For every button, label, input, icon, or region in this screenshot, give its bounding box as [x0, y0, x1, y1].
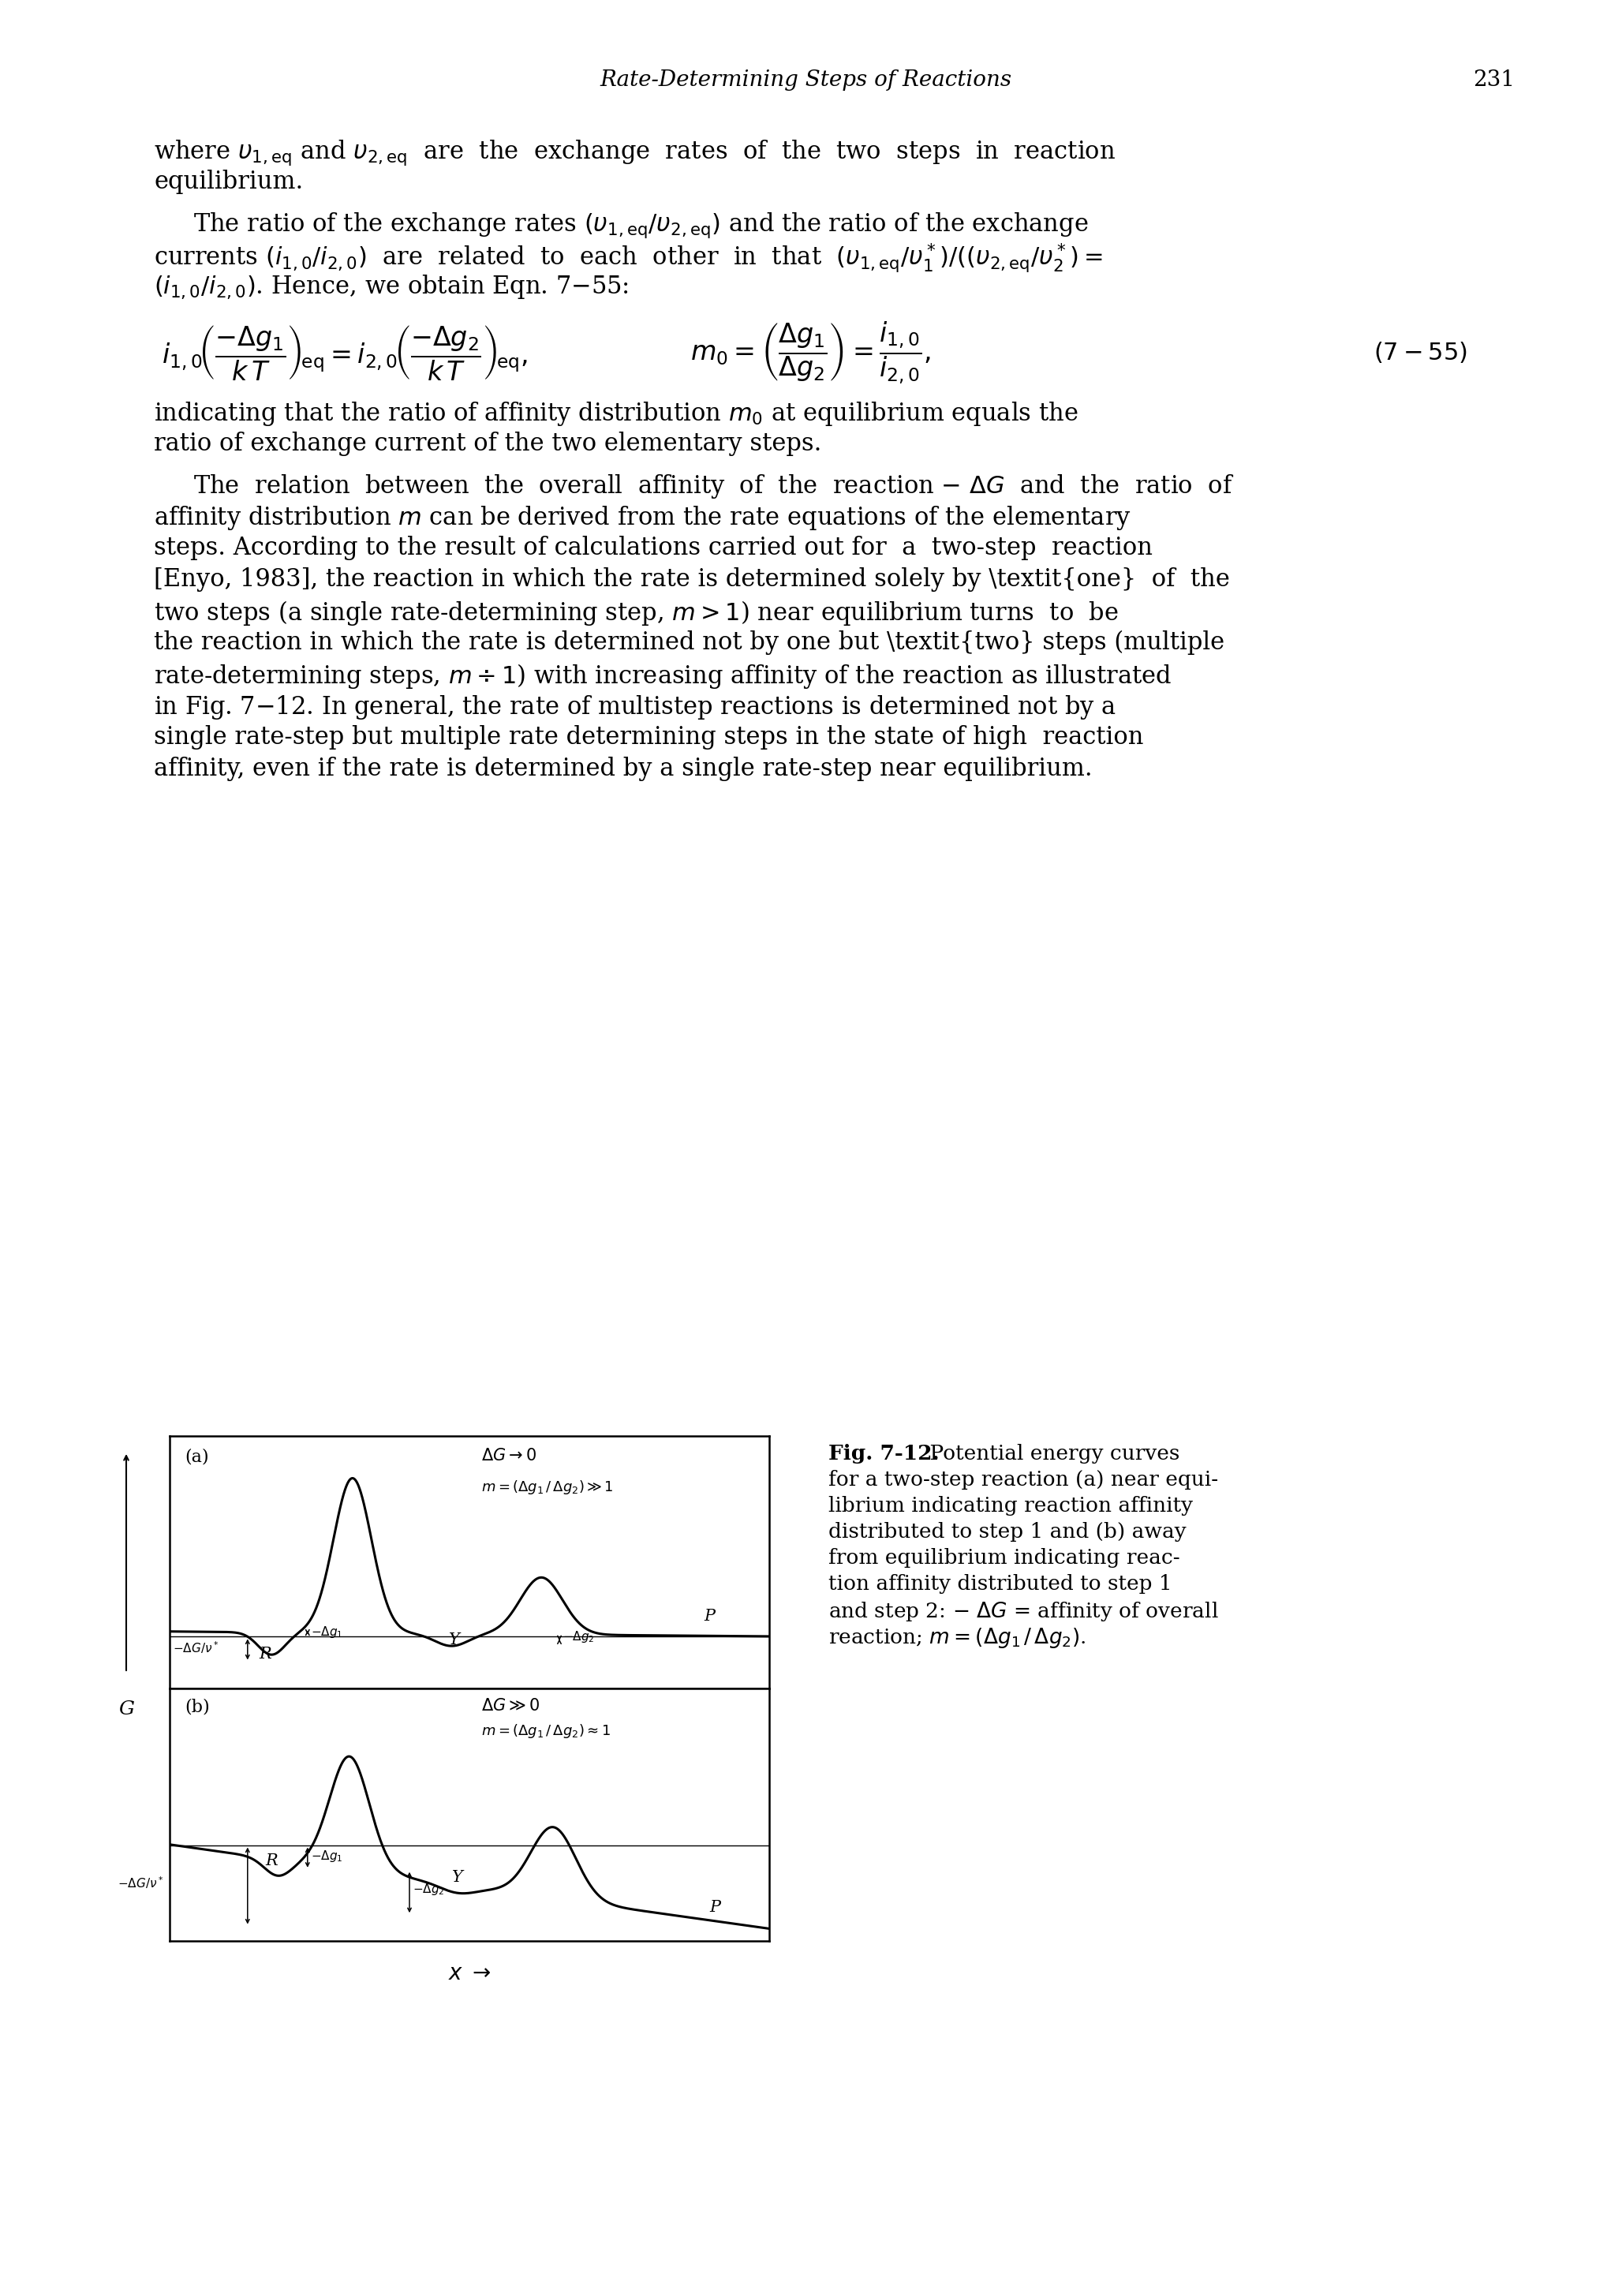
Text: The  relation  between  the  overall  affinity  of  the  reaction $-$ $\Delta G$: The relation between the overall affinit…: [193, 473, 1234, 501]
Text: P: P: [704, 1609, 715, 1623]
Text: in Fig. 7$-$12. In general, the rate of multistep reactions is determined not by: in Fig. 7$-$12. In general, the rate of …: [153, 693, 1116, 721]
Text: Y: Y: [449, 1632, 459, 1646]
Text: two steps (a single rate-determining step, $m > 1$) near equilibrium turns  to  : two steps (a single rate-determining ste…: [153, 599, 1118, 627]
Text: $\Delta G \to 0$: $\Delta G \to 0$: [482, 1449, 536, 1465]
Text: distributed to step 1 and (b) away: distributed to step 1 and (b) away: [828, 1522, 1186, 1541]
Text: 231: 231: [1472, 69, 1514, 92]
Text: $m = (\Delta g_1\,/\,\Delta g_2) \approx 1$: $m = (\Delta g_1\,/\,\Delta g_2) \approx…: [482, 1722, 611, 1740]
Text: Rate-Determining Steps of Reactions: Rate-Determining Steps of Reactions: [599, 69, 1012, 92]
Text: $-\Delta g_1$: $-\Delta g_1$: [311, 1848, 343, 1864]
Text: indicating that the ratio of affinity distribution $m_0$ at equilibrium equals t: indicating that the ratio of affinity di…: [153, 400, 1078, 427]
Text: single rate-step but multiple rate determining steps in the state of high  react: single rate-step but multiple rate deter…: [153, 726, 1144, 748]
Text: $-\Delta G/\nu^*$: $-\Delta G/\nu^*$: [118, 1876, 164, 1890]
Text: $m = (\Delta g_1\,/\,\Delta g_2)\gg 1$: $m = (\Delta g_1\,/\,\Delta g_2)\gg 1$: [482, 1479, 614, 1497]
Text: $(7-55)$: $(7-55)$: [1374, 340, 1468, 365]
Text: the reaction in which the rate is determined not by one but \textit{two} steps (: the reaction in which the rate is determ…: [153, 631, 1224, 654]
Text: equilibrium.: equilibrium.: [153, 170, 303, 195]
Text: $-\Delta g_2$: $-\Delta g_2$: [412, 1883, 445, 1896]
Text: affinity, even if the rate is determined by a single rate-step near equilibrium.: affinity, even if the rate is determined…: [153, 758, 1092, 781]
Text: for a two-step reaction (a) near equi-: for a two-step reaction (a) near equi-: [828, 1469, 1218, 1490]
Text: G: G: [118, 1701, 134, 1717]
Text: The ratio of the exchange rates $(\upsilon_{1,\rm eq}/\upsilon_{2,\rm eq})$ and : The ratio of the exchange rates $(\upsil…: [193, 211, 1089, 239]
Text: $m_0 = \left(\dfrac{\Delta g_1}{\Delta g_2}\right) = \dfrac{i_{1,0}}{i_{2,0}},$: $m_0 = \left(\dfrac{\Delta g_1}{\Delta g…: [691, 319, 931, 386]
Text: Fig. 7-12.: Fig. 7-12.: [828, 1444, 939, 1463]
Text: (b): (b): [185, 1699, 209, 1715]
Text: ratio of exchange current of the two elementary steps.: ratio of exchange current of the two ele…: [153, 432, 822, 457]
Text: reaction; $m = (\Delta g_1\,/\,\Delta g_2)$.: reaction; $m = (\Delta g_1\,/\,\Delta g_…: [828, 1626, 1086, 1651]
Text: where $\upsilon_{1,\rm eq}$ and $\upsilon_{2,\rm eq}$  are  the  exchange  rates: where $\upsilon_{1,\rm eq}$ and $\upsilo…: [153, 138, 1115, 168]
Text: P: P: [710, 1901, 720, 1915]
Text: (a): (a): [185, 1449, 209, 1465]
Text: $(i_{1,0}/i_{2,0})$. Hence, we obtain Eqn. 7$-$55:: $(i_{1,0}/i_{2,0})$. Hence, we obtain Eq…: [153, 273, 628, 301]
Text: from equilibrium indicating reac-: from equilibrium indicating reac-: [828, 1548, 1179, 1568]
Text: Y: Y: [453, 1869, 462, 1885]
Text: $-\Delta g_2$: $-\Delta g_2$: [562, 1630, 594, 1644]
Text: $\Delta G \gg 0$: $\Delta G \gg 0$: [482, 1699, 540, 1713]
Text: $i_{1,0}\!\left(\dfrac{-\Delta g_1}{k\,T}\right)_{\!\rm eq} = i_{2,0}\!\left(\df: $i_{1,0}\!\left(\dfrac{-\Delta g_1}{k\,T…: [161, 324, 528, 381]
Text: steps. According to the result of calculations carried out for  a  two-step  rea: steps. According to the result of calcul…: [153, 535, 1152, 560]
Text: $-\Delta G/\nu^*$: $-\Delta G/\nu^*$: [172, 1639, 219, 1655]
Text: tion affinity distributed to step 1: tion affinity distributed to step 1: [828, 1575, 1173, 1593]
Text: affinity distribution $m$ can be derived from the rate equations of the elementa: affinity distribution $m$ can be derived…: [153, 505, 1131, 533]
Text: rate-determining steps, $m \div 1$) with increasing affinity of the reaction as : rate-determining steps, $m \div 1$) with…: [153, 661, 1171, 691]
Text: $x \; \to$: $x \; \to$: [448, 1963, 491, 1984]
Text: [Enyo, 1983], the reaction in which the rate is determined solely by \textit{one: [Enyo, 1983], the reaction in which the …: [153, 567, 1229, 592]
Text: R: R: [266, 1853, 277, 1869]
Text: librium indicating reaction affinity: librium indicating reaction affinity: [828, 1497, 1192, 1515]
Text: R: R: [259, 1646, 272, 1662]
Text: $-\Delta g_1$: $-\Delta g_1$: [311, 1623, 343, 1639]
Text: currents $(i_{1,0}/i_{2,0})$  are  related  to  each  other  in  that  $(\upsilo: currents $(i_{1,0}/i_{2,0})$ are related…: [153, 241, 1104, 276]
Text: and step 2: $-$ $\Delta G$ = affinity of overall: and step 2: $-$ $\Delta G$ = affinity of…: [828, 1600, 1218, 1623]
Text: Potential energy curves: Potential energy curves: [923, 1444, 1179, 1463]
